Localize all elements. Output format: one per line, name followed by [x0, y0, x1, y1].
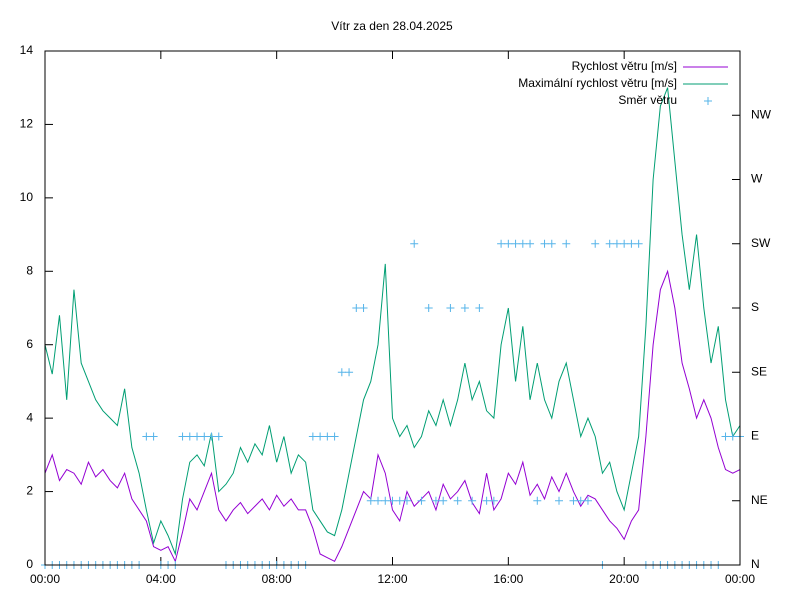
y-tick-label: 2 — [26, 484, 33, 498]
direction-point — [518, 239, 527, 248]
direction-point — [214, 432, 223, 441]
y2-tick-label: S — [751, 300, 759, 314]
direction-point — [431, 496, 440, 505]
direction-point — [142, 432, 151, 441]
direction-point — [185, 432, 194, 441]
direction-point — [540, 239, 549, 248]
x-tick-label: 00:00 — [725, 572, 755, 586]
y-tick-label: 6 — [26, 337, 33, 351]
direction-point — [388, 496, 397, 505]
y2-tick-label: NE — [751, 493, 768, 507]
direction-point — [583, 496, 592, 505]
y2-tick-label: SW — [751, 236, 771, 250]
direction-point — [605, 239, 614, 248]
direction-point — [504, 239, 513, 248]
direction-point — [612, 239, 621, 248]
x-tick-label: 16:00 — [493, 572, 523, 586]
y-tick-label: 8 — [26, 263, 33, 277]
y2-tick-label: W — [751, 172, 763, 186]
y2-tick-label: NW — [751, 107, 772, 121]
legend-marker — [704, 97, 712, 105]
direction-point — [366, 496, 375, 505]
y-tick-label: 12 — [20, 117, 34, 131]
series-line — [44, 269, 741, 563]
direction-point — [482, 496, 491, 505]
direction-point — [402, 496, 411, 505]
direction-point — [417, 496, 426, 505]
series-line — [44, 87, 741, 556]
direction-point — [555, 496, 564, 505]
x-tick-label: 04:00 — [146, 572, 176, 586]
direction-point — [511, 239, 520, 248]
y-tick-label: 0 — [26, 557, 33, 571]
legend-label: Směr větru — [618, 93, 677, 107]
direction-point — [497, 239, 506, 248]
direction-point — [352, 304, 361, 312]
direction-point — [460, 304, 469, 312]
direction-point — [149, 432, 158, 441]
direction-point — [410, 239, 419, 248]
direction-point — [562, 239, 571, 248]
direction-point — [468, 496, 477, 505]
direction-point — [721, 432, 730, 441]
direction-point — [533, 496, 542, 505]
direction-point — [526, 239, 535, 248]
direction-point — [178, 432, 187, 441]
direction-point — [569, 496, 578, 505]
direction-point — [634, 239, 643, 248]
direction-point — [316, 432, 325, 441]
direction-point — [395, 496, 404, 505]
direction-point — [337, 368, 346, 377]
legend-label: Rychlost větru [m/s] — [572, 59, 677, 73]
legend-label: Maximální rychlost větru [m/s] — [518, 76, 677, 90]
direction-point — [547, 239, 556, 248]
direction-point — [330, 432, 339, 441]
direction-point — [627, 239, 636, 248]
direction-point — [576, 496, 585, 505]
y2-tick-label: N — [751, 557, 760, 571]
direction-point — [345, 368, 354, 377]
y2-tick-label: E — [751, 429, 759, 443]
x-tick-label: 08:00 — [262, 572, 292, 586]
direction-point — [620, 239, 629, 248]
y-tick-label: 4 — [26, 410, 33, 424]
direction-point — [446, 304, 455, 312]
direction-point — [489, 496, 498, 505]
x-tick-label: 12:00 — [377, 572, 407, 586]
direction-point — [359, 304, 368, 312]
direction-point — [728, 432, 737, 441]
direction-point — [193, 432, 202, 441]
direction-point — [591, 239, 600, 248]
y2-tick-label: SE — [751, 364, 767, 378]
direction-point — [475, 304, 484, 312]
y-tick-label: 14 — [20, 43, 34, 57]
direction-point — [439, 496, 448, 505]
direction-point — [323, 432, 332, 441]
direction-point — [308, 432, 317, 441]
chart-title: Vítr za den 28.04.2025 — [331, 19, 453, 33]
direction-point — [200, 432, 209, 441]
direction-point — [453, 496, 462, 505]
direction-point — [374, 496, 383, 505]
direction-point — [381, 496, 390, 505]
x-tick-label: 00:00 — [30, 572, 60, 586]
direction-point — [207, 432, 216, 441]
direction-point — [424, 304, 433, 312]
x-tick-label: 20:00 — [609, 572, 639, 586]
plot-border — [44, 50, 741, 566]
y-tick-label: 10 — [20, 190, 34, 204]
